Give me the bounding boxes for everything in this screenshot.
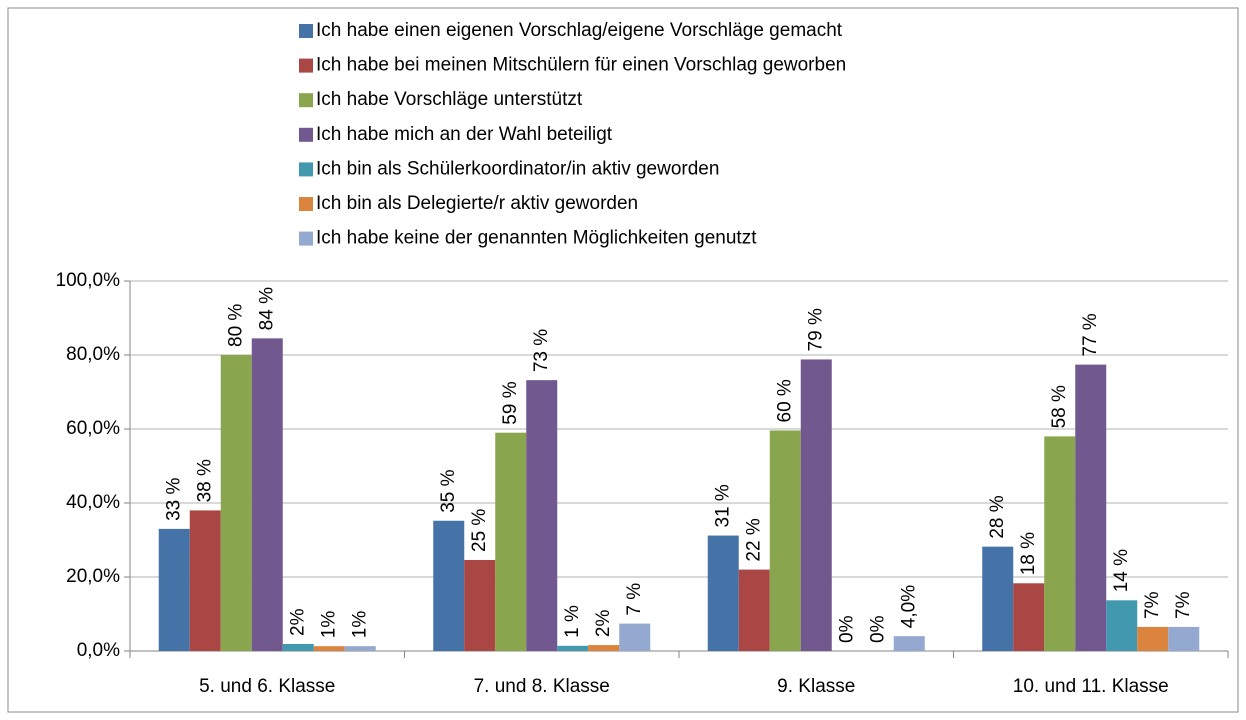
bar: [464, 559, 496, 651]
value-label: 79 %: [805, 308, 826, 351]
bar: [982, 546, 1014, 651]
value-label: 0%: [836, 615, 857, 643]
value-label: 77 %: [1080, 313, 1101, 356]
value-label: 33 %: [163, 477, 184, 520]
value-label: 1%: [349, 611, 370, 639]
value-label: 4,0%: [898, 585, 919, 628]
bar: [344, 646, 376, 651]
bar: [158, 528, 190, 651]
legend-swatch: [299, 93, 313, 108]
value-label: 84 %: [256, 287, 277, 330]
value-label: 14 %: [1111, 549, 1132, 592]
bar: [189, 510, 221, 651]
bar: [707, 535, 739, 651]
bar: [220, 355, 252, 651]
bar: [800, 359, 832, 651]
value-label: 59 %: [500, 381, 521, 424]
legend-swatch: [299, 162, 313, 177]
bar: [1013, 583, 1045, 651]
legend-swatch: [299, 24, 313, 38]
value-label: 1 %: [562, 605, 583, 638]
x-tick-label: 7. und 8. Klasse: [474, 676, 610, 697]
x-tick-label: 9. Klasse: [777, 676, 855, 697]
bar: [251, 338, 283, 651]
y-tick-label: 0,0%: [77, 640, 120, 661]
legend-label: Ich habe keine der genannten Möglichkeit…: [316, 228, 757, 249]
value-label: 18 %: [1018, 532, 1039, 575]
value-label: 60 %: [774, 379, 795, 422]
value-label: 7 %: [624, 583, 645, 616]
legend-label: Ich habe Vorschläge unterstützt: [316, 89, 583, 110]
bar: [1106, 600, 1138, 651]
bar: [619, 623, 651, 651]
bar: [282, 643, 314, 651]
bar: [1075, 364, 1107, 651]
bar: [769, 430, 801, 651]
value-label: 7%: [1173, 591, 1194, 619]
bar: [893, 636, 925, 651]
value-label: 28 %: [987, 495, 1008, 538]
y-tick-label: 80,0%: [66, 344, 120, 365]
value-label: 22 %: [743, 518, 764, 561]
y-tick-label: 100,0%: [56, 270, 121, 291]
legend-label: Ich habe einen eigenen Vorschlag/eigene …: [316, 20, 843, 41]
bar: [557, 645, 589, 651]
x-tick-label: 5. und 6. Klasse: [199, 676, 335, 697]
legend-label: Ich bin als Delegierte/r aktiv geworden: [316, 193, 638, 214]
value-label: 58 %: [1049, 385, 1070, 428]
bar: [1137, 626, 1169, 651]
value-label: 1%: [318, 611, 339, 639]
bar: [1044, 436, 1076, 651]
value-label: 25 %: [469, 509, 490, 552]
bar: [1168, 626, 1200, 651]
bar: [588, 645, 620, 651]
legend-swatch: [299, 58, 313, 73]
bar: [313, 646, 345, 651]
value-label: 2%: [287, 608, 308, 636]
value-label: 7%: [1142, 591, 1163, 619]
legend-swatch: [299, 127, 313, 142]
legend-swatch: [299, 231, 313, 246]
y-tick-label: 40,0%: [66, 492, 120, 513]
x-tick-label: 10. und 11. Klasse: [1013, 676, 1169, 697]
value-label: 2%: [593, 610, 614, 638]
legend-swatch: [299, 197, 313, 211]
value-label: 35 %: [438, 469, 459, 512]
legend-label: Ich bin als Schülerkoordinator/in aktiv …: [316, 158, 719, 179]
bar: [495, 432, 527, 651]
y-tick-label: 20,0%: [66, 566, 120, 587]
value-label: 38 %: [194, 459, 215, 502]
legend-label: Ich habe bei meinen Mitschülern für eine…: [316, 55, 846, 76]
legend-label: Ich habe mich an der Wahl beteiligt: [316, 124, 613, 145]
bar: [433, 520, 465, 651]
value-label: 31 %: [712, 484, 733, 527]
bar: [738, 569, 770, 651]
bar: [526, 380, 558, 651]
y-tick-label: 60,0%: [66, 418, 120, 439]
value-label: 73 %: [531, 329, 552, 372]
value-label: 0%: [867, 615, 888, 643]
value-label: 80 %: [225, 304, 246, 347]
